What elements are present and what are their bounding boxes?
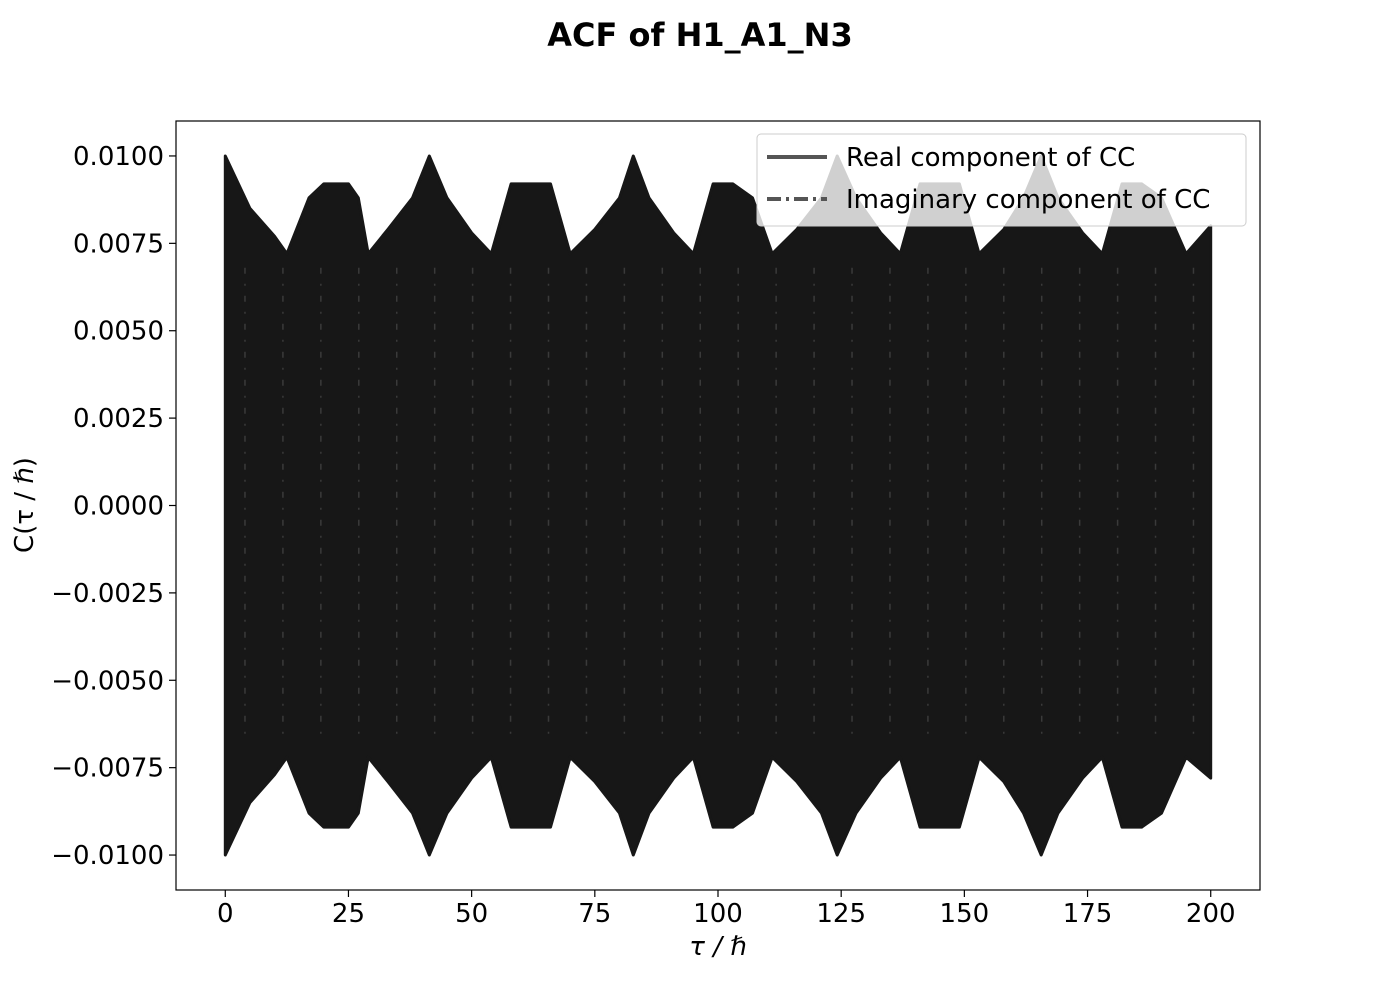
legend-box (756, 133, 1247, 227)
x-tick-label: 25 (332, 899, 365, 929)
x-tick-label: 50 (455, 899, 488, 929)
x-axis-label: τ / ℏ (689, 932, 746, 962)
x-tick-label: 100 (693, 899, 743, 929)
series-real-component (223, 154, 1213, 857)
x-axis: 0 25 50 75 100 125 150 175 200 (217, 890, 1236, 929)
x-tick-label: 200 (1186, 899, 1236, 929)
series-layer (223, 154, 1213, 857)
x-tick-label: 150 (940, 899, 990, 929)
x-tick-label: 125 (816, 899, 866, 929)
y-tick-label: 0.0025 (73, 404, 164, 434)
y-axis-label: C(τ / ℏ) (10, 457, 40, 553)
y-tick-label: 0.0000 (73, 492, 164, 522)
y-tick-label: −0.0075 (51, 754, 164, 784)
chart-title: ACF of H1_A1_N3 (547, 16, 852, 54)
y-tick-label: 0.0050 (73, 317, 164, 347)
x-tick-label: 75 (578, 899, 611, 929)
series-imaginary-component (244, 267, 1195, 744)
y-tick-label: −0.0050 (51, 666, 164, 696)
y-tick-label: 0.0100 (73, 142, 164, 172)
x-tick-label: 175 (1063, 899, 1113, 929)
y-axis: 0.0100 0.0075 0.0050 0.0025 0.0000 −0.0025 −0.… (51, 142, 176, 871)
y-tick-label: −0.0100 (51, 841, 164, 871)
x-tick-label: 0 (217, 899, 234, 929)
legend-label-imag: Imaginary component of CC (846, 185, 1210, 215)
y-tick-label: 0.0075 (73, 229, 164, 259)
legend-label-real: Real component of CC (846, 143, 1135, 173)
y-tick-label: −0.0025 (51, 579, 164, 609)
legend: Real component of CC Imaginary component… (756, 133, 1247, 227)
